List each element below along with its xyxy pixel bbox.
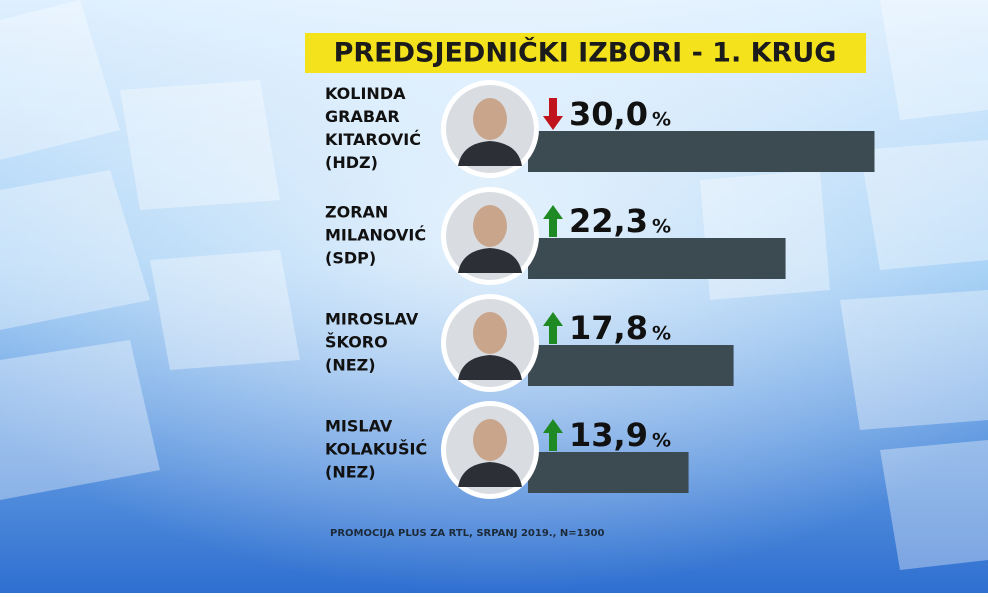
candidate-name: (SDP): [325, 249, 376, 268]
candidate-name: KOLINDA: [325, 84, 406, 103]
value-label: 13,9: [569, 416, 648, 454]
value-label: 30,0: [569, 95, 648, 133]
value-label: 22,3: [569, 202, 648, 240]
photo-head: [473, 98, 507, 140]
photo-head: [473, 205, 507, 247]
trend-arrow: [543, 419, 563, 451]
trend-arrow: [543, 98, 563, 130]
candidate-name: (NEZ): [325, 356, 376, 375]
value-label: 17,8: [569, 309, 648, 347]
candidate-name: MILANOVIĆ: [325, 226, 426, 245]
photo-body: [458, 462, 522, 487]
candidate-name: KOLAKUŠIĆ: [325, 440, 427, 459]
candidate-name: GRABAR: [325, 107, 400, 126]
candidate-name: ŠKORO: [325, 333, 388, 352]
candidate-name: KITAROVIĆ: [325, 130, 421, 149]
value-unit: %: [652, 216, 671, 238]
photo-body: [458, 141, 522, 166]
bar: [528, 131, 875, 172]
value-unit: %: [652, 430, 671, 452]
bar: [528, 345, 734, 386]
bar: [528, 452, 689, 493]
candidate-name: MIROSLAV: [325, 310, 419, 329]
candidate-name: (HDZ): [325, 153, 378, 172]
value-unit: %: [652, 109, 671, 131]
photo-head: [473, 312, 507, 354]
value-unit: %: [652, 323, 671, 345]
trend-arrow: [543, 312, 563, 344]
chart-title: PREDSJEDNIČKI IZBORI - 1. KRUG: [334, 37, 837, 69]
trend-arrow: [543, 205, 563, 237]
photo-head: [473, 419, 507, 461]
source-note: PROMOCIJA PLUS ZA RTL, SRPANJ 2019., N=1…: [330, 528, 604, 539]
bar: [528, 238, 786, 279]
title-box: [305, 33, 866, 73]
candidate-name: (NEZ): [325, 463, 376, 482]
candidate-name: MISLAV: [325, 417, 393, 436]
photo-body: [458, 355, 522, 380]
candidate-name: ZORAN: [325, 203, 388, 222]
photo-body: [458, 248, 522, 273]
